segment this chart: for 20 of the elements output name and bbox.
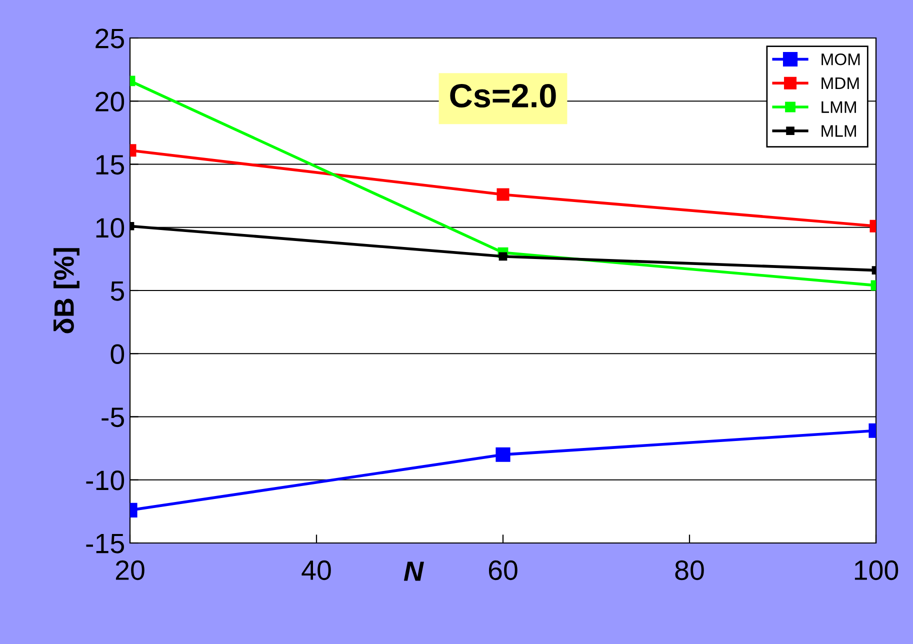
- legend-label: MOM: [822, 53, 860, 66]
- legend-label: MDM: [822, 77, 859, 89]
- x-axis-title: N: [404, 562, 424, 581]
- y-tick-label: 5: [110, 281, 124, 301]
- y-tick-label: 10: [96, 218, 124, 238]
- x-tick-label: 100: [854, 560, 898, 580]
- y-tick-label: 15: [96, 155, 124, 175]
- x-tick-label: 40: [302, 560, 331, 580]
- y-tick-label: 25: [96, 28, 124, 48]
- y-tick-label: 20: [96, 92, 124, 112]
- y-tick-label: -10: [86, 470, 124, 490]
- legend-label: LMM: [822, 101, 856, 113]
- x-tick-label: 80: [675, 560, 704, 580]
- x-tick-label: 60: [488, 560, 518, 580]
- y-axis-title: δB [%]: [54, 248, 80, 334]
- annotation: Cs=2.0: [450, 84, 556, 108]
- y-tick-label: -5: [102, 408, 124, 428]
- y-tick-label: -15: [86, 534, 124, 554]
- y-tick-label: 0: [110, 344, 124, 364]
- legend-label: MLM: [822, 125, 856, 137]
